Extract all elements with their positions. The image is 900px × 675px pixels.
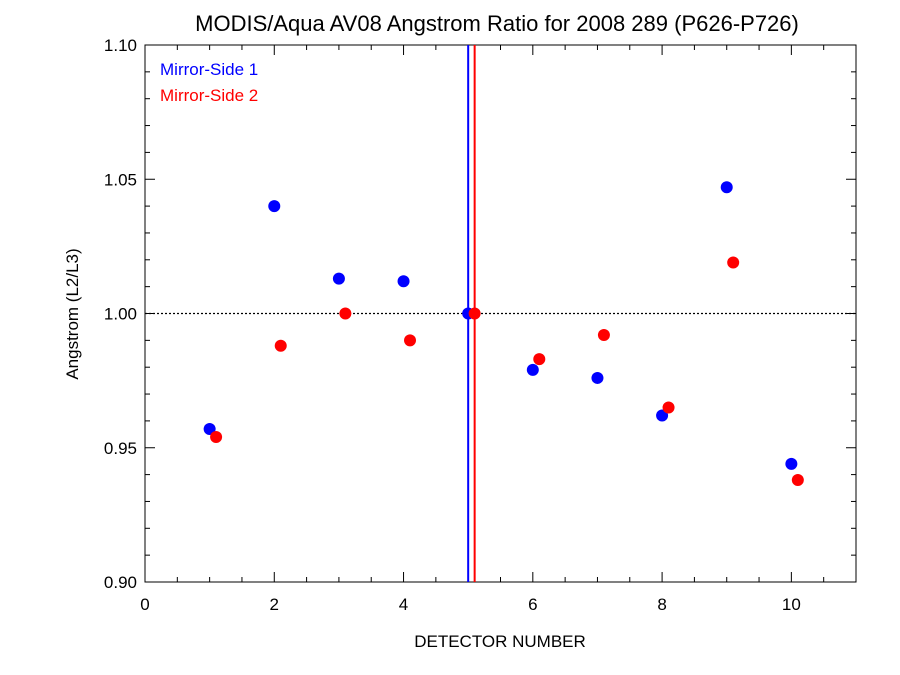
y-tick-label: 1.10 [104,36,137,55]
point-series-2 [339,307,352,320]
plot-area: 0 2 4 6 8 10 0.90 0.95 1.00 1.05 1.10 [104,36,857,614]
point-series-1 [397,275,410,288]
point-series-2 [533,353,546,366]
x-tick-label: 0 [140,595,149,614]
x-tick-label: 8 [657,595,666,614]
legend-entry-mirror-side-1: Mirror-Side 1 [160,60,258,79]
point-series-1 [526,363,539,376]
chart-title: MODIS/Aqua AV08 Angstrom Ratio for 2008 … [195,11,799,36]
point-series-1 [720,181,733,194]
point-series-1 [591,371,604,384]
y-axis-label: Angstrom (L2/L3) [63,248,82,379]
legend-entry-mirror-side-2: Mirror-Side 2 [160,86,258,105]
point-series-2 [727,256,740,269]
y-tick-label: 1.00 [104,305,137,324]
point-series-1 [785,457,798,470]
point-series-1 [332,272,345,285]
point-series-2 [597,328,610,341]
point-series-1 [268,200,281,213]
y-tick-label: 1.05 [104,170,137,189]
y-tick-label: 0.95 [104,439,137,458]
y-tick-label: 0.90 [104,573,137,592]
point-series-1 [656,409,669,422]
x-tick-label: 2 [270,595,279,614]
x-axis-label: DETECTOR NUMBER [414,632,586,651]
point-series-2 [468,307,481,320]
point-series-2 [404,334,417,347]
point-series-2 [662,401,675,414]
point-series-1 [203,422,216,435]
x-tick-label: 10 [782,595,801,614]
point-series-2 [274,339,287,352]
point-series-2 [791,473,804,486]
x-tick-label: 4 [399,595,408,614]
point-series-2 [210,431,223,444]
x-tick-label: 6 [528,595,537,614]
